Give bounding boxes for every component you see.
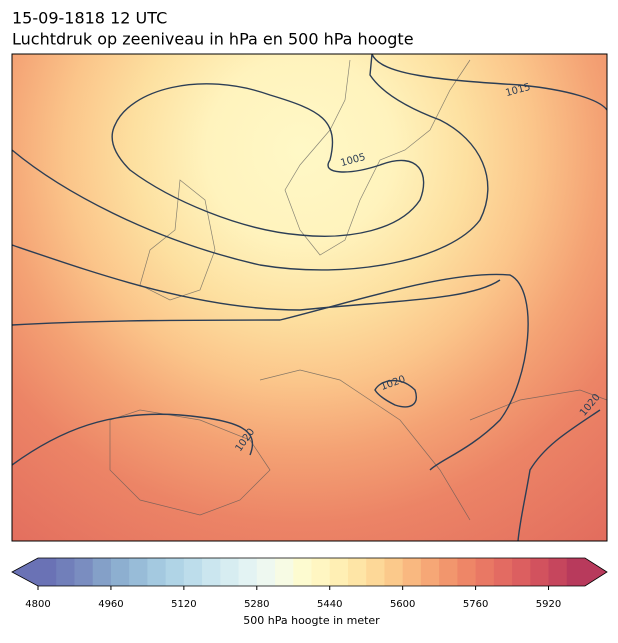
height-field — [12, 54, 607, 541]
colorbar-box — [38, 558, 57, 586]
colorbar-box — [548, 558, 568, 586]
colorbar-box — [347, 558, 367, 586]
colorbar-box — [512, 558, 531, 586]
colorbar-box — [366, 558, 385, 586]
colorbar-box — [329, 558, 349, 586]
colorbar-box — [457, 558, 476, 586]
colorbar-tick-label: 5280 — [244, 599, 269, 610]
colorbar-box — [238, 558, 258, 586]
colorbar-tick-label: 5440 — [317, 599, 342, 610]
colorbar-box — [566, 558, 586, 586]
colorbar-box — [384, 558, 404, 586]
colorbar-box — [202, 558, 221, 586]
colorbar-tick-label: 5920 — [536, 599, 561, 610]
colorbar-box — [493, 558, 513, 586]
subtitle: Luchtdruk op zeeniveau in hPa en 500 hPa… — [12, 30, 414, 49]
colorbar-box — [92, 558, 112, 586]
map-frame — [11, 53, 608, 542]
colorbar-box — [439, 558, 458, 586]
colorbar-box — [220, 558, 239, 586]
colorbar-box — [74, 558, 94, 586]
colorbar-tick-label: 5120 — [171, 599, 196, 610]
colorbar-box — [420, 558, 440, 586]
colorbar-box — [183, 558, 203, 586]
colorbar-tick-label: 5760 — [463, 599, 488, 610]
colorbar-outline — [11, 557, 608, 587]
colorbar-box — [165, 558, 185, 586]
colorbar-label: 500 hPa hoogte in meter — [243, 614, 380, 627]
colorbar-extend-low — [12, 558, 38, 586]
colorbar-box — [293, 558, 312, 586]
colorbar-box — [275, 558, 294, 586]
colorbar-box — [56, 558, 75, 586]
isobars — [12, 54, 607, 541]
map — [12, 54, 607, 541]
title: 15-09-1818 12 UTC — [12, 9, 167, 28]
colorbar-tick-label: 4800 — [25, 599, 50, 610]
colorbar-box — [530, 558, 549, 586]
colorbar-extend-high — [585, 558, 607, 586]
colorbar-box — [129, 558, 148, 586]
colorbar-tick-label: 5600 — [390, 599, 415, 610]
colorbar-box — [402, 558, 422, 586]
colorbar-box — [110, 558, 130, 586]
colorbar-box — [256, 558, 276, 586]
colorbar-box — [475, 558, 495, 586]
colorbar-box — [147, 558, 167, 586]
colorbar-box — [311, 558, 331, 586]
colorbar-tick-label: 4960 — [98, 599, 123, 610]
